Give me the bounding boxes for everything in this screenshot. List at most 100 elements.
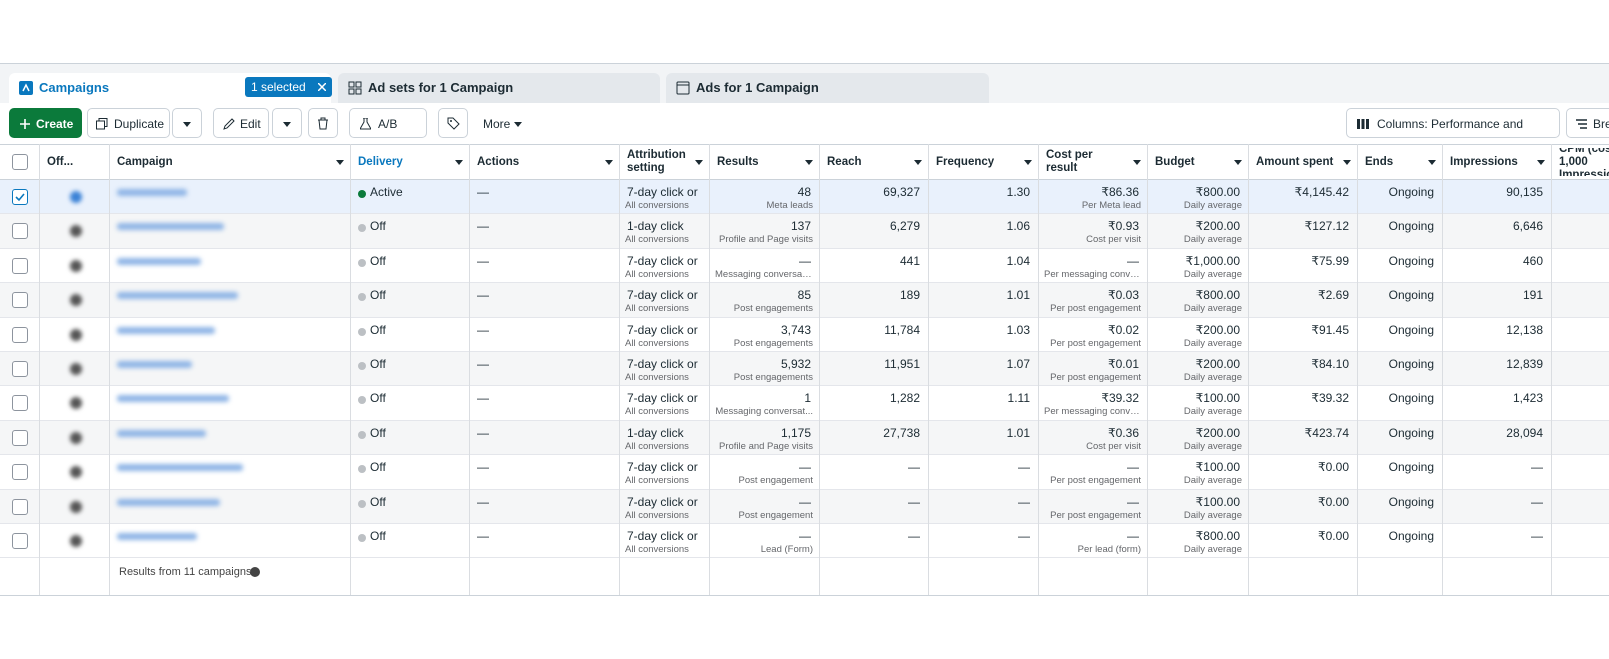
column-header[interactable]: Off... <box>47 155 74 168</box>
campaign-name-blurred[interactable] <box>117 189 187 196</box>
column-header[interactable]: Budget <box>1155 155 1195 168</box>
breakdown-button[interactable]: Breakdown <box>1566 108 1609 138</box>
cell-value: — <box>477 529 489 543</box>
campaign-name-blurred[interactable] <box>117 292 238 300</box>
row-checkbox[interactable] <box>12 326 28 343</box>
campaign-name-blurred[interactable] <box>117 533 197 540</box>
caret[interactable] <box>1428 160 1436 165</box>
tab-ads[interactable]: Ads for 1 Campaign <box>666 73 989 103</box>
caret <box>183 122 191 128</box>
campaign-name-blurred[interactable] <box>117 498 220 506</box>
column-header[interactable]: Ends <box>1365 155 1394 168</box>
row-checkbox[interactable] <box>12 223 28 240</box>
caret[interactable] <box>336 160 344 165</box>
toggle-placeholder[interactable] <box>70 225 82 238</box>
delete-button[interactable] <box>308 108 338 138</box>
tab-ad-sets[interactable]: Ad sets for 1 Campaign <box>338 73 660 103</box>
column-header[interactable]: Impressions <box>1450 155 1518 168</box>
toggle-placeholder[interactable] <box>70 500 82 513</box>
table-row[interactable] <box>0 317 1609 352</box>
table-row[interactable] <box>0 489 1609 524</box>
toggle-placeholder[interactable] <box>70 397 82 410</box>
caret[interactable] <box>605 160 613 165</box>
toggle-placeholder[interactable] <box>70 431 82 444</box>
campaign-name-blurred[interactable] <box>117 326 215 334</box>
column-header[interactable]: Attribution setting <box>627 149 686 174</box>
tag-button[interactable] <box>438 108 468 138</box>
ab-test-button[interactable]: A/B test <box>349 108 427 161</box>
cell-value: ₹0.01 <box>1108 357 1139 371</box>
campaign-name-blurred[interactable] <box>117 395 229 403</box>
row-checkbox[interactable] <box>12 257 28 274</box>
caret[interactable] <box>455 160 463 165</box>
row-checkbox[interactable] <box>12 395 28 412</box>
cell-note: All conversions <box>625 200 689 211</box>
cell-value: Ongoing <box>1388 253 1434 268</box>
caret[interactable] <box>695 160 703 165</box>
campaign-name-blurred[interactable] <box>117 223 224 231</box>
row-checkbox[interactable] <box>12 498 28 515</box>
campaign-name-blurred[interactable] <box>117 464 243 472</box>
check-icon <box>15 193 25 202</box>
table-row[interactable] <box>0 248 1609 284</box>
table-row[interactable] <box>0 283 1609 318</box>
tab-campaigns[interactable]: Campaigns 1 selected <box>9 73 332 103</box>
cell-value: — <box>477 460 489 475</box>
row-checkbox[interactable] <box>12 429 28 446</box>
column-header[interactable]: Reach <box>827 155 862 168</box>
table-row[interactable] <box>0 352 1609 387</box>
caret[interactable] <box>805 160 813 165</box>
toggle-placeholder[interactable] <box>70 259 82 272</box>
column-header[interactable]: Actions <box>477 155 520 168</box>
row-checkbox[interactable] <box>12 464 28 481</box>
cell-value: ₹100.00 <box>1195 391 1240 406</box>
toggle-placeholder[interactable] <box>70 294 82 307</box>
column-header[interactable]: Results <box>717 155 759 168</box>
cell-value: — <box>1531 529 1543 543</box>
table-row[interactable] <box>0 214 1609 249</box>
row-checkbox[interactable] <box>12 292 28 309</box>
duplicate-button[interactable]: Duplicate <box>87 108 170 138</box>
row-checkbox[interactable] <box>12 533 28 549</box>
column-header[interactable]: Delivery <box>358 155 403 168</box>
campaign-name-blurred[interactable] <box>117 429 206 437</box>
more-button[interactable]: More <box>474 108 538 138</box>
column-header[interactable]: Amount spent <box>1256 155 1334 168</box>
header-checkbox[interactable] <box>12 154 28 170</box>
caret[interactable] <box>1133 160 1141 165</box>
toggle-placeholder[interactable] <box>70 466 82 479</box>
edit-button[interactable]: Edit <box>213 108 269 138</box>
table-row[interactable] <box>0 420 1609 456</box>
clear-icon[interactable] <box>317 83 326 91</box>
row-checkbox[interactable] <box>12 361 28 377</box>
cell-value: 7-day click or ... <box>627 322 701 337</box>
caret[interactable] <box>1343 160 1351 165</box>
column-header[interactable]: Cost per result <box>1046 149 1093 174</box>
caret[interactable] <box>1537 160 1545 165</box>
table-row[interactable] <box>0 524 1609 559</box>
toggle-placeholder[interactable] <box>70 535 82 547</box>
duplicate-dropdown[interactable] <box>172 108 202 138</box>
column-header[interactable]: Campaign <box>117 155 173 168</box>
columns-button[interactable]: Columns: Performance and clicks <box>1346 108 1560 161</box>
cell-value: ₹800.00 <box>1195 185 1240 199</box>
table-row[interactable] <box>0 455 1609 490</box>
create-button[interactable]: Create <box>9 108 82 138</box>
table-row[interactable] <box>0 180 1609 215</box>
edit-dropdown[interactable] <box>272 108 302 138</box>
caret[interactable] <box>914 160 922 165</box>
caret[interactable] <box>1234 160 1242 165</box>
toggle-placeholder[interactable] <box>70 191 82 203</box>
column-header[interactable]: Frequency <box>936 155 995 168</box>
campaign-name-blurred[interactable] <box>117 361 192 368</box>
caret[interactable] <box>1024 160 1032 165</box>
header-row <box>0 144 1609 180</box>
toggle-placeholder[interactable] <box>70 363 82 375</box>
row-checkbox[interactable] <box>12 189 28 205</box>
table-row[interactable] <box>0 386 1609 421</box>
column-header[interactable]: CPM (cost per 1,000 Impressions) <box>1559 148 1609 176</box>
campaign-name-blurred[interactable] <box>117 257 201 265</box>
selection-chip[interactable]: 1 selected <box>245 77 332 97</box>
toggle-placeholder[interactable] <box>70 328 82 341</box>
trash-icon <box>318 117 328 130</box>
